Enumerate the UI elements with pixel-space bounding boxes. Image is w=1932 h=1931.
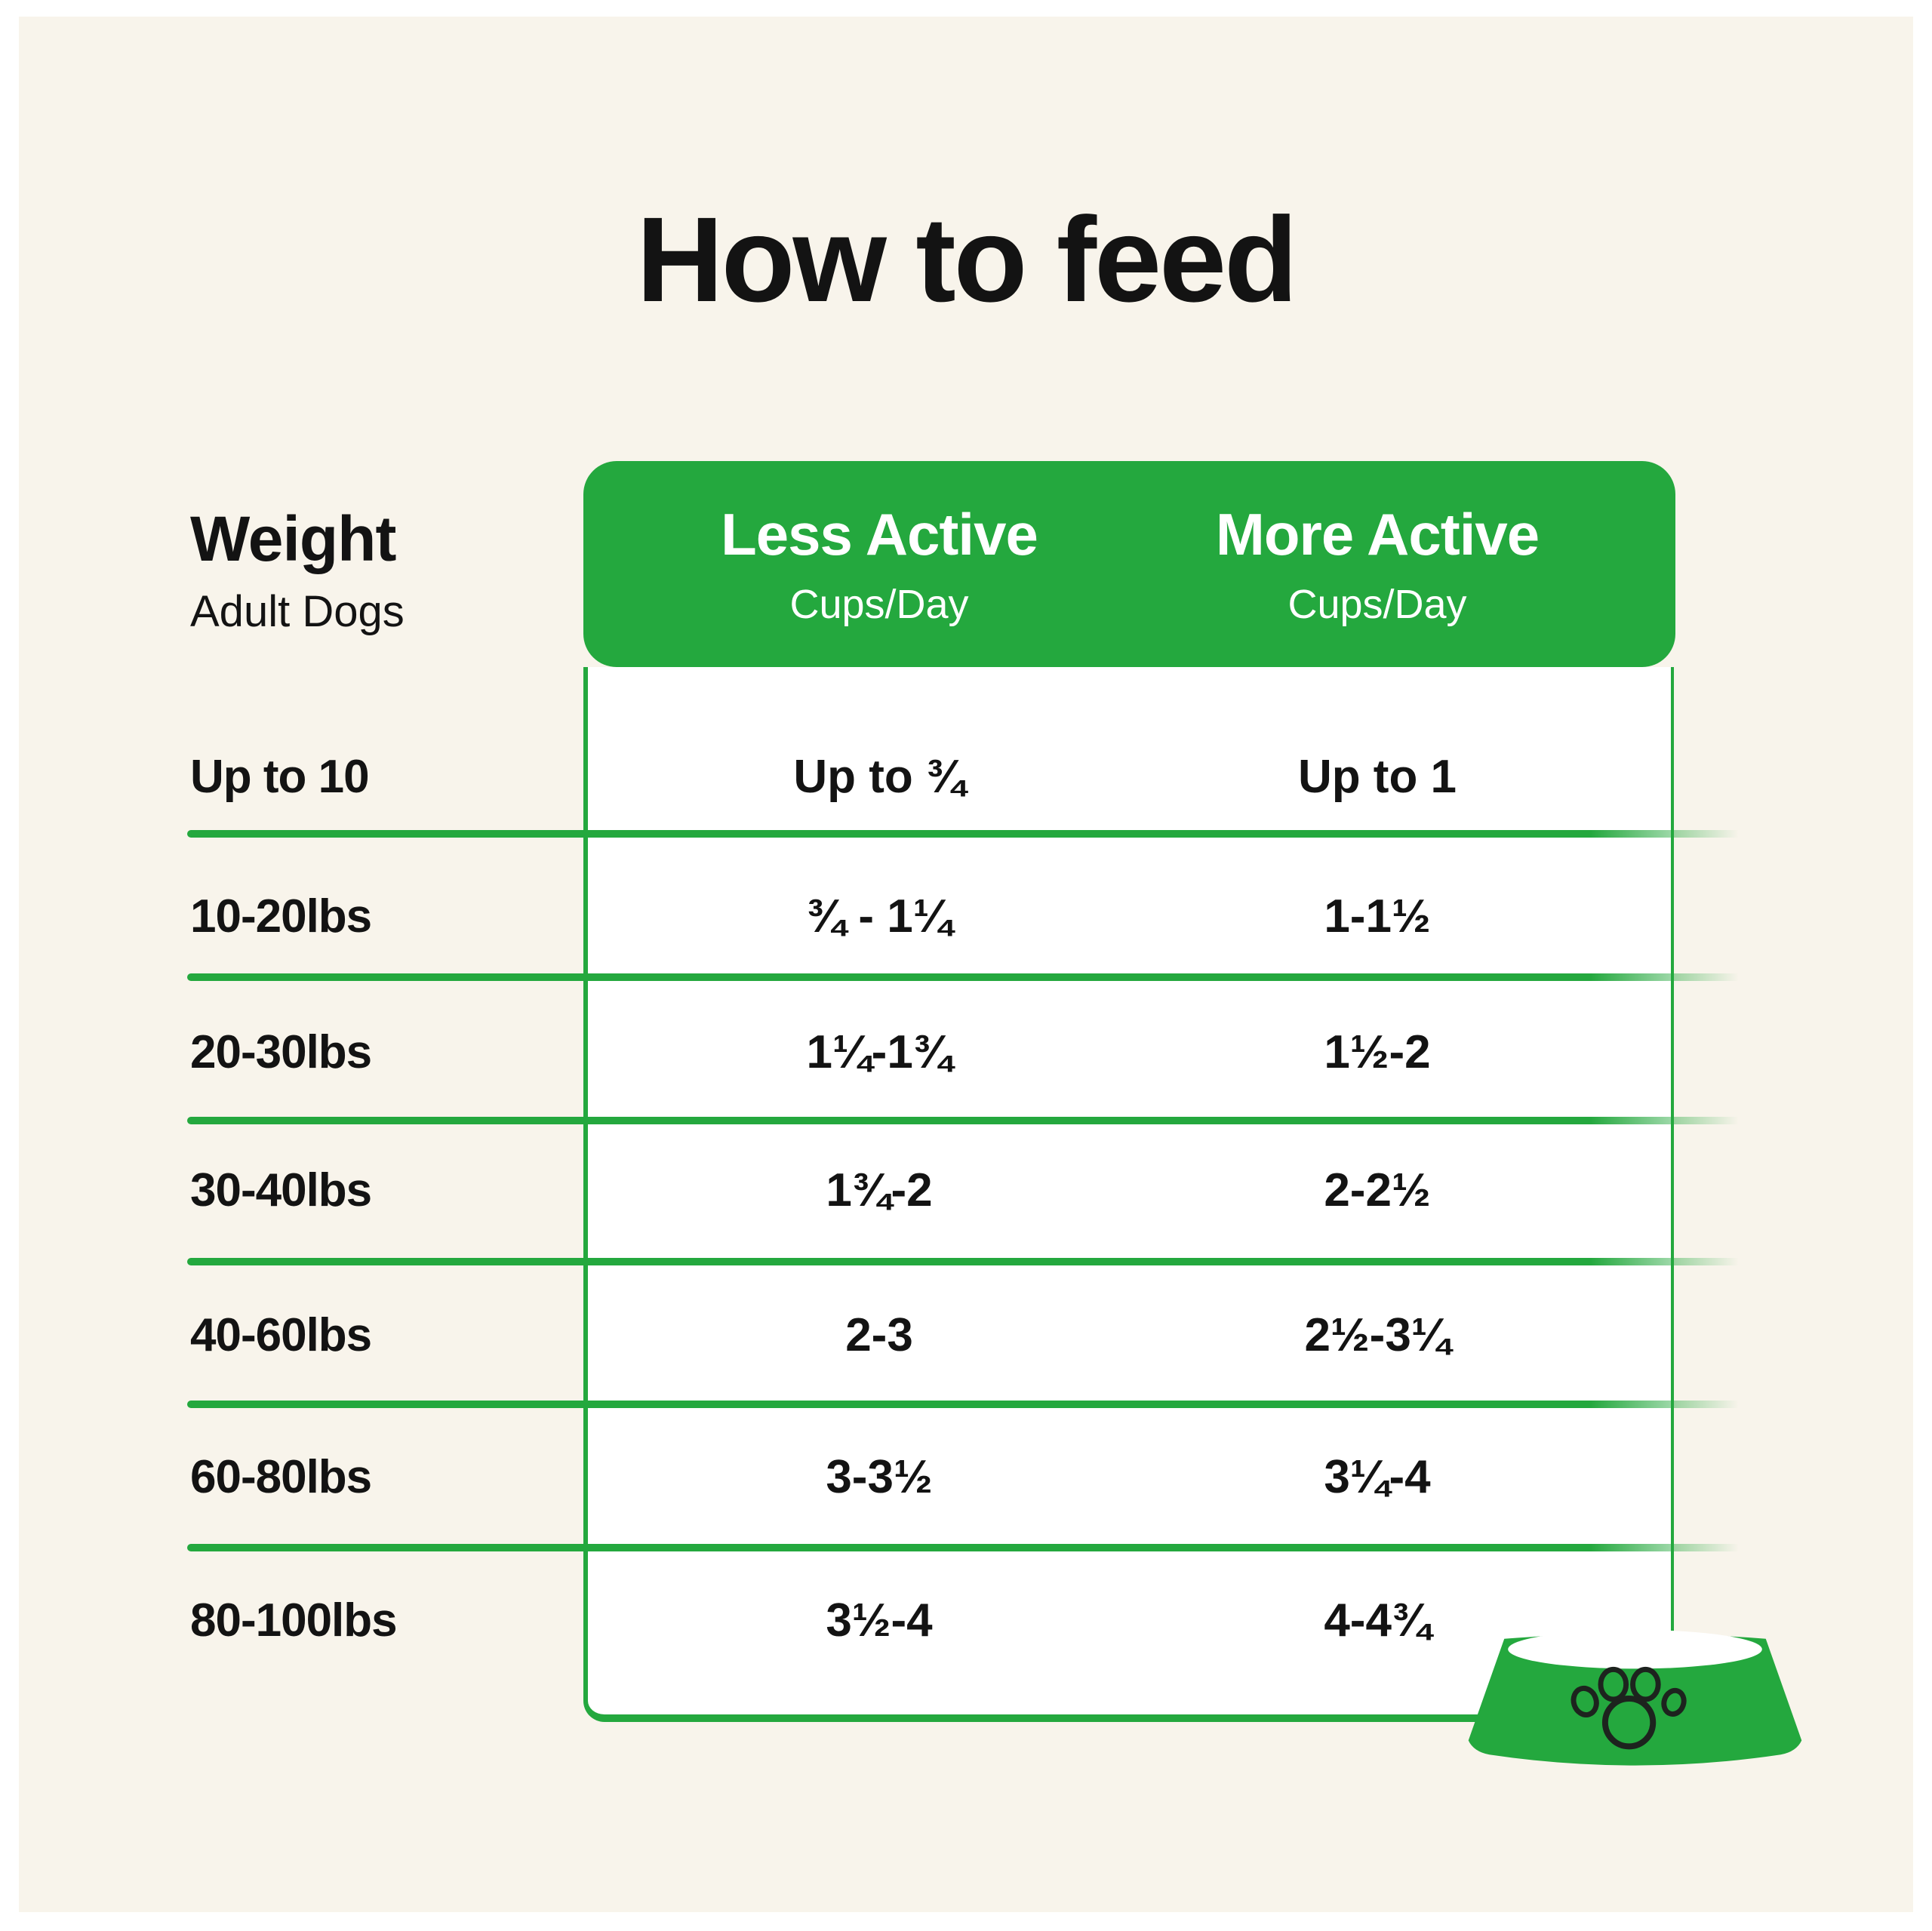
- less-active-cell: 1¼-1¾: [806, 1026, 952, 1078]
- table-row: 60-80lbs 3-3½ 3¼-4: [0, 1447, 1932, 1508]
- weight-header-subtitle: Adult Dogs: [190, 587, 405, 636]
- less-active-label: Less Active: [721, 501, 1038, 567]
- weight-cell: Up to 10: [190, 751, 370, 803]
- more-active-cell: 2½-3¼: [1304, 1309, 1451, 1361]
- row-divider: [187, 1401, 1746, 1408]
- table-row: Up to 10 Up to ¾ Up to 1: [0, 747, 1932, 807]
- less-active-cell: 3-3½: [826, 1451, 933, 1503]
- weight-cell: 40-60lbs: [190, 1309, 372, 1361]
- column-header-less-active: Less Active Cups/Day: [653, 461, 1106, 667]
- table-row: 10-20lbs ¾ - 1¼ 1-1½: [0, 887, 1932, 947]
- more-active-cell: Up to 1: [1297, 751, 1457, 803]
- more-active-cell: 4-4¾: [1324, 1594, 1431, 1647]
- weight-cell: 60-80lbs: [190, 1451, 372, 1503]
- row-divider: [187, 973, 1746, 981]
- more-active-unit: Cups/Day: [1287, 582, 1467, 627]
- more-active-cell: 2-2½: [1324, 1164, 1431, 1216]
- more-active-cell: 3¼-4: [1324, 1451, 1431, 1503]
- dog-bowl-paw-icon: [1468, 1629, 1802, 1766]
- row-divider: [187, 1258, 1746, 1265]
- less-active-cell: Up to ¾: [793, 751, 965, 803]
- row-divider: [187, 830, 1746, 838]
- table-row: 40-60lbs 2-3 2½-3¼: [0, 1305, 1932, 1366]
- weight-header-title: Weight: [190, 503, 396, 574]
- weight-cell: 10-20lbs: [190, 890, 372, 942]
- table-row: 30-40lbs 1¾-2 2-2½: [0, 1161, 1932, 1221]
- weight-cell: 80-100lbs: [190, 1594, 398, 1647]
- column-header-more-active: More Active Cups/Day: [1151, 461, 1604, 667]
- more-active-cell: 1-1½: [1324, 890, 1431, 942]
- weight-cell: 20-30lbs: [190, 1026, 372, 1078]
- weight-cell: 30-40lbs: [190, 1164, 372, 1216]
- less-active-unit: Cups/Day: [789, 582, 969, 627]
- table-row: 20-30lbs 1¼-1¾ 1½-2: [0, 1022, 1932, 1083]
- less-active-cell: 3½-4: [826, 1594, 933, 1647]
- weight-column-header: Weight Adult Dogs: [190, 503, 405, 637]
- more-active-cell: 1½-2: [1324, 1026, 1431, 1078]
- row-divider: [187, 1544, 1746, 1551]
- table-header-band: Less Active Cups/Day More Active Cups/Da…: [583, 461, 1675, 667]
- less-active-cell: 1¾-2: [826, 1164, 933, 1216]
- less-active-cell: 2-3: [845, 1309, 913, 1361]
- table-row: 80-100lbs 3½-4 4-4¾: [0, 1591, 1932, 1651]
- less-active-cell: ¾ - 1¼: [806, 890, 952, 942]
- page-title: How to feed: [636, 192, 1298, 327]
- more-active-label: More Active: [1215, 501, 1540, 567]
- row-divider: [187, 1117, 1746, 1124]
